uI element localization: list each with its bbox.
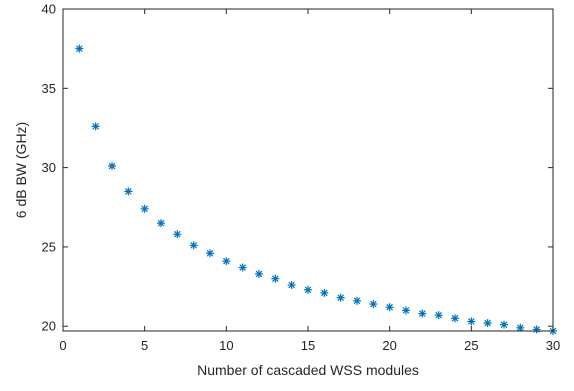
data-point (353, 296, 361, 305)
data-point (124, 187, 133, 196)
x-tick-label: 0 (59, 338, 66, 353)
x-tick-label: 20 (382, 338, 396, 353)
y-tick-label: 40 (42, 2, 56, 17)
data-point (75, 44, 84, 53)
data-point (451, 314, 459, 323)
data-point (287, 281, 296, 289)
y-tick-label: 20 (42, 319, 56, 334)
data-point (467, 317, 476, 326)
x-tick-label: 30 (546, 338, 560, 353)
y-axis-label: 6 dB BW (GHz) (13, 122, 29, 218)
data-point (222, 257, 231, 266)
y-tick-label: 35 (42, 81, 56, 96)
data-point (532, 325, 541, 334)
x-tick-label: 5 (141, 338, 148, 353)
data-point (483, 319, 492, 328)
data-point (369, 300, 378, 309)
y-tick-label: 25 (42, 239, 56, 254)
data-point (271, 274, 280, 283)
plot-background (63, 9, 553, 331)
x-tick-label: 25 (464, 338, 478, 353)
data-point (157, 219, 165, 228)
data-point (140, 204, 149, 213)
data-point (402, 306, 410, 315)
y-tick-label: 30 (42, 160, 56, 175)
data-point (320, 288, 329, 297)
data-point (91, 122, 100, 131)
data-point (189, 241, 198, 250)
data-point (108, 162, 116, 171)
data-point (206, 249, 214, 258)
axes-group: 0 5 10 15 20 25 30 20 25 30 35 40 (42, 2, 561, 354)
data-point (434, 311, 443, 320)
x-tick-label: 15 (301, 338, 315, 353)
data-point (238, 263, 247, 272)
data-point (173, 230, 182, 239)
data-point (516, 323, 525, 332)
data-point (336, 293, 345, 302)
x-axis-label: Number of cascaded WSS modules (197, 362, 419, 378)
data-point (304, 285, 312, 294)
data-point (255, 269, 263, 278)
x-tick-label: 10 (219, 338, 233, 353)
data-point (418, 309, 427, 318)
data-point (500, 320, 508, 329)
data-point (385, 303, 394, 312)
